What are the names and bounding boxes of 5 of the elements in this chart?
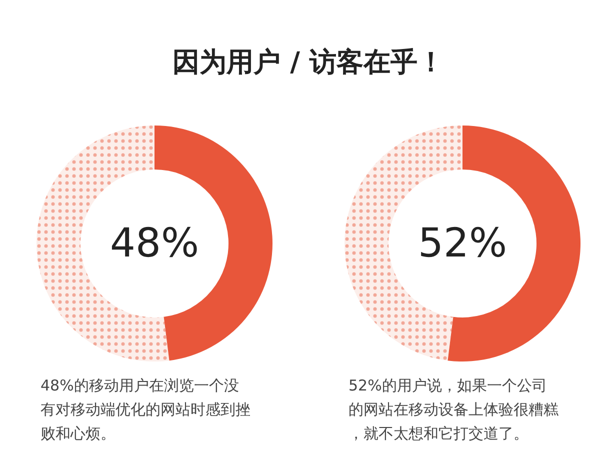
text: 52%的用户说，如果一个公司的网站在移动设备上体验很糟糕，就不太想和它打交道了。 [348, 376, 558, 442]
text: 52% [418, 220, 507, 266]
text: 48%的移动用户在浏览一个没有对移动端优化的网站时感到挫败和心烦。 [40, 376, 250, 442]
text: 48% [110, 220, 199, 266]
chart-title: 因为用户 / 访客在乎！ [172, 47, 444, 78]
